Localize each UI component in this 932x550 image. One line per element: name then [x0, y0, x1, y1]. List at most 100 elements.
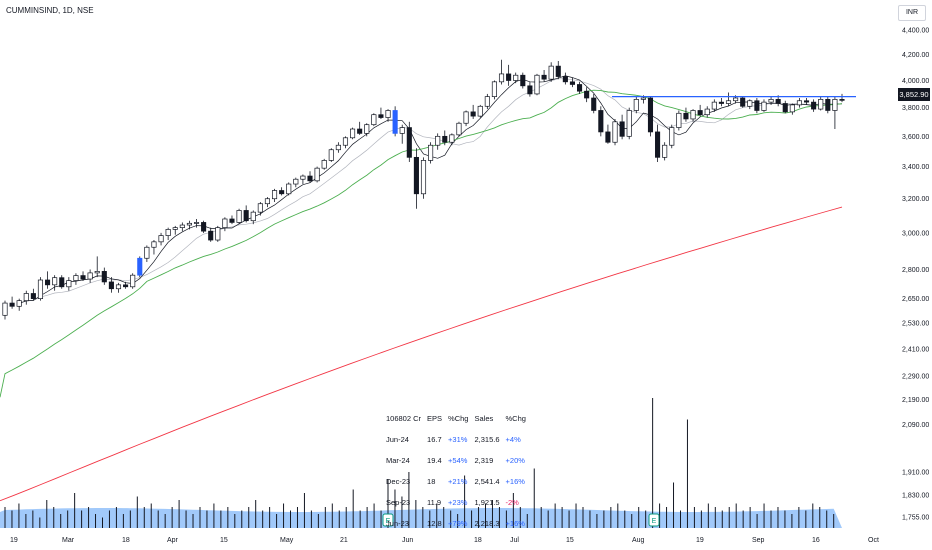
- candle[interactable]: [314, 166, 320, 183]
- candle[interactable]: [23, 290, 29, 305]
- candle[interactable]: [534, 73, 540, 96]
- candle[interactable]: [364, 123, 370, 137]
- candle[interactable]: [87, 269, 93, 283]
- earnings-icon[interactable]: E: [382, 513, 394, 527]
- candle[interactable]: [449, 133, 455, 146]
- candle[interactable]: [506, 64, 512, 86]
- candle[interactable]: [584, 87, 590, 103]
- candle[interactable]: [30, 288, 36, 301]
- candle[interactable]: [342, 136, 349, 149]
- candle[interactable]: [279, 187, 285, 196]
- candle[interactable]: [350, 127, 356, 140]
- candle[interactable]: [711, 99, 717, 112]
- candle[interactable]: [9, 296, 15, 309]
- candle[interactable]: [137, 256, 143, 278]
- candle[interactable]: [435, 133, 441, 150]
- candle[interactable]: [690, 109, 696, 122]
- candle[interactable]: [839, 93, 845, 103]
- candle[interactable]: [45, 271, 51, 289]
- candle[interactable]: [37, 277, 44, 301]
- candle[interactable]: [456, 121, 462, 137]
- candle[interactable]: [186, 220, 192, 230]
- candle[interactable]: [683, 107, 689, 122]
- candle[interactable]: [541, 70, 547, 82]
- candle[interactable]: [789, 103, 795, 115]
- candle[interactable]: [718, 98, 724, 107]
- candle[interactable]: [357, 121, 363, 135]
- candle[interactable]: [676, 110, 682, 131]
- candle[interactable]: [612, 118, 618, 146]
- candle[interactable]: [271, 188, 278, 203]
- candle[interactable]: [378, 107, 384, 119]
- candle[interactable]: [165, 227, 171, 241]
- candle[interactable]: [406, 121, 412, 162]
- candle[interactable]: [208, 227, 214, 242]
- candle[interactable]: [484, 93, 490, 110]
- candle[interactable]: [151, 240, 157, 255]
- candle[interactable]: [491, 80, 497, 100]
- candle[interactable]: [513, 72, 519, 84]
- candle[interactable]: [647, 96, 654, 137]
- candle[interactable]: [172, 225, 178, 235]
- candle[interactable]: [520, 72, 526, 89]
- candle[interactable]: [123, 281, 129, 289]
- candle[interactable]: [725, 92, 732, 107]
- candle[interactable]: [385, 109, 391, 122]
- candle[interactable]: [747, 99, 753, 110]
- candle[interactable]: [108, 277, 114, 293]
- candle[interactable]: [832, 96, 838, 130]
- candle[interactable]: [328, 148, 334, 162]
- candle[interactable]: [811, 99, 817, 112]
- candle[interactable]: [250, 210, 256, 225]
- candle[interactable]: [562, 72, 568, 85]
- candle[interactable]: [655, 124, 661, 162]
- candle[interactable]: [768, 96, 774, 105]
- candle[interactable]: [2, 300, 8, 320]
- candle[interactable]: [201, 220, 207, 233]
- candle[interactable]: [193, 218, 200, 228]
- currency-label[interactable]: INR: [898, 5, 926, 21]
- candle[interactable]: [555, 60, 561, 80]
- candle[interactable]: [229, 215, 235, 225]
- candle[interactable]: [605, 124, 611, 144]
- candle[interactable]: [477, 104, 483, 118]
- candle[interactable]: [697, 104, 703, 117]
- candle[interactable]: [591, 93, 597, 114]
- candle[interactable]: [300, 174, 306, 185]
- candle[interactable]: [371, 113, 377, 127]
- candle[interactable]: [669, 124, 675, 149]
- candle[interactable]: [420, 157, 427, 199]
- candle[interactable]: [73, 273, 79, 285]
- candle[interactable]: [264, 197, 270, 208]
- candle[interactable]: [101, 267, 107, 285]
- candle[interactable]: [704, 106, 710, 118]
- candle[interactable]: [158, 232, 164, 246]
- candle[interactable]: [286, 182, 292, 196]
- candle[interactable]: [662, 142, 668, 161]
- candle[interactable]: [59, 275, 65, 289]
- candle[interactable]: [598, 106, 604, 137]
- candle[interactable]: [803, 98, 810, 105]
- candle[interactable]: [413, 148, 419, 209]
- candle[interactable]: [222, 217, 228, 232]
- candle[interactable]: [619, 114, 625, 140]
- candle[interactable]: [463, 110, 469, 127]
- candle[interactable]: [633, 96, 639, 114]
- candle[interactable]: [115, 282, 122, 293]
- candle[interactable]: [577, 81, 583, 94]
- candle[interactable]: [307, 171, 313, 183]
- candle[interactable]: [470, 104, 476, 119]
- candle[interactable]: [335, 142, 341, 153]
- candle[interactable]: [321, 158, 327, 170]
- candle[interactable]: [761, 99, 767, 112]
- candle[interactable]: [527, 81, 533, 97]
- candle[interactable]: [740, 96, 746, 108]
- candle[interactable]: [66, 277, 72, 291]
- candle[interactable]: [498, 59, 505, 85]
- candle[interactable]: [257, 202, 263, 216]
- candle[interactable]: [236, 208, 242, 225]
- candle[interactable]: [825, 96, 831, 114]
- candle[interactable]: [399, 124, 405, 144]
- candle[interactable]: [754, 98, 760, 114]
